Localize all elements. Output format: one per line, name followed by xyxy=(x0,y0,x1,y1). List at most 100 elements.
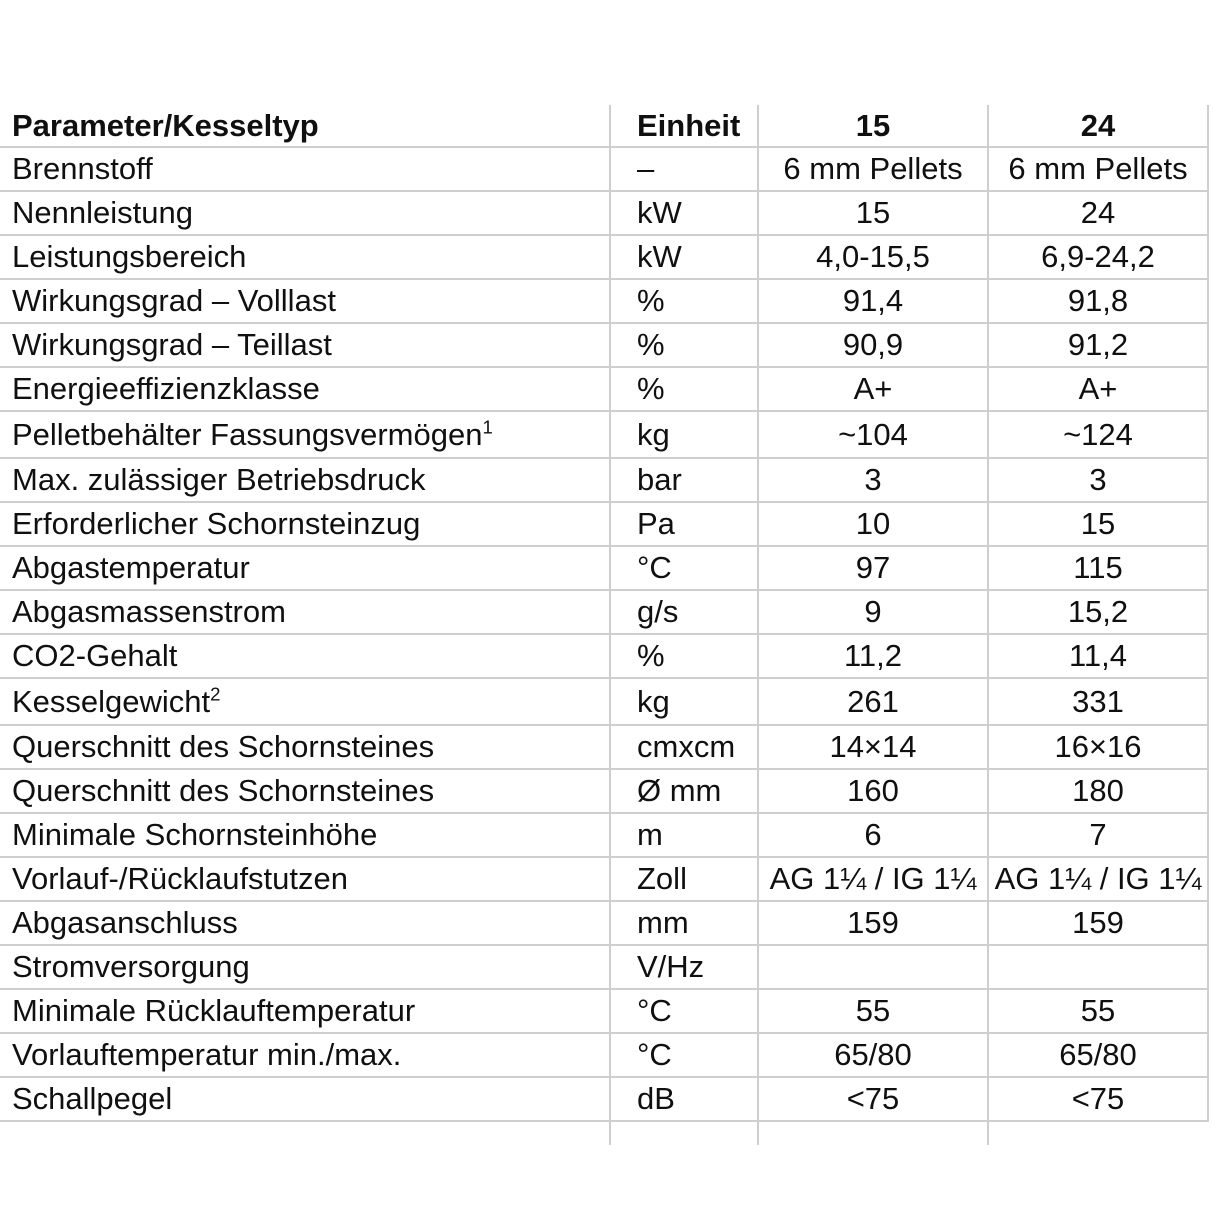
empty-cell xyxy=(988,1121,1208,1145)
unit-cell: kg xyxy=(610,411,759,459)
unit-cell: % xyxy=(610,367,759,412)
param-cell: Minimale Schornsteinhöhe xyxy=(0,813,611,858)
value-cell-15: 15 xyxy=(758,191,989,236)
value-cell-24: 3 xyxy=(988,458,1209,503)
header-model-24: 24 xyxy=(988,105,1209,148)
table-row: Brennstoff –6 mm Pellets 6 mm Pellets xyxy=(0,147,1209,192)
value-cell-15: 65/80 xyxy=(758,1033,989,1078)
value-cell-15: 97 xyxy=(758,546,989,591)
value-cell-24: 65/80 xyxy=(988,1033,1209,1078)
param-cell: Schallpegel xyxy=(0,1077,611,1122)
value-cell-15: AG 1¼ / IG 1¼ xyxy=(758,857,989,902)
value-cell-15: 4,0-15,5 xyxy=(758,235,989,280)
unit-cell: °C xyxy=(610,546,759,591)
unit-cell: dB xyxy=(610,1077,759,1122)
table-row: Abgastemperatur °C 97 115 xyxy=(0,546,1209,591)
param-cell: Querschnitt des Schornsteines xyxy=(0,725,611,770)
param-cell: Wirkungsgrad – Teillast xyxy=(0,323,611,368)
empty-cell xyxy=(610,1121,759,1145)
table-row: Stromversorgung V/Hz xyxy=(0,945,1209,990)
param-cell: Abgasmassenstrom xyxy=(0,590,611,635)
table-row: Kesselgewicht2 kg 261 331 xyxy=(0,678,1209,726)
table-row: Minimale Schornsteinhöhe m 6 7 xyxy=(0,813,1209,858)
table-row: Erforderlicher Schornsteinzug Pa 10 15 xyxy=(0,502,1209,547)
value-cell-15: 55 xyxy=(758,989,989,1034)
unit-cell: – xyxy=(610,147,759,192)
spec-table: Parameter/Kesseltyp Einheit 15 24 Brenns… xyxy=(0,105,1209,1145)
table-row: Vorlauf-/Rücklaufstutzen Zoll AG 1¼ / IG 1… xyxy=(0,857,1209,902)
value-cell-15: 14×14 xyxy=(758,725,989,770)
table-row: Nennleistung kW 15 24 xyxy=(0,191,1209,236)
param-cell: Wirkungsgrad – Volllast xyxy=(0,279,611,324)
unit-cell: cmxcm xyxy=(610,725,759,770)
table-row: Abgasanschluss mm 159 159 xyxy=(0,901,1209,946)
param-cell: Vorlauf-/Rücklaufstutzen xyxy=(0,857,611,902)
param-cell: Abgasanschluss xyxy=(0,901,611,946)
empty-stub-row xyxy=(0,1121,1208,1145)
value-cell-24: 159 xyxy=(988,901,1209,946)
value-cell-24: A+ xyxy=(988,367,1209,412)
param-cell: Nennleistung xyxy=(0,191,611,236)
param-cell: Vorlauftemperatur min./max. xyxy=(0,1033,611,1078)
param-cell: CO2-Gehalt xyxy=(0,634,611,679)
table-row: Minimale Rücklauftemperatur °C 55 55 xyxy=(0,989,1209,1034)
value-cell-24: <75 xyxy=(988,1077,1209,1122)
table-row: Leistungsbereich kW 4,0-15,5 6,9-24,2 xyxy=(0,235,1209,280)
param-cell: Pelletbehälter Fassungsvermögen1 xyxy=(0,411,611,459)
param-cell: Erforderlicher Schornsteinzug xyxy=(0,502,611,547)
header-parameter: Parameter/Kesseltyp xyxy=(0,105,611,148)
value-cell-24: 15,2 xyxy=(988,590,1209,635)
value-cell-24: 6,9-24,2 xyxy=(988,235,1209,280)
spec-table-container: Parameter/Kesseltyp Einheit 15 24 Brenns… xyxy=(0,105,1209,1145)
value-cell-15: 11,2 xyxy=(758,634,989,679)
value-cell-15: 10 xyxy=(758,502,989,547)
value-cell-15: A+ xyxy=(758,367,989,412)
table-row: CO2-Gehalt% 11,2 11,4 xyxy=(0,634,1209,679)
value-cell-15 xyxy=(758,945,989,990)
empty-cell xyxy=(0,1121,611,1145)
value-cell-24: 331 xyxy=(988,678,1209,726)
unit-cell: % xyxy=(610,323,759,368)
footnote-marker: 2 xyxy=(210,683,221,705)
value-cell-24: 55 xyxy=(988,989,1209,1034)
value-cell-15: 159 xyxy=(758,901,989,946)
value-cell-15: 6 mm Pellets xyxy=(758,147,989,192)
unit-cell: Zoll xyxy=(610,857,759,902)
spec-table-header: Parameter/Kesseltyp Einheit 15 24 xyxy=(0,105,1209,148)
param-cell: Minimale Rücklauftemperatur xyxy=(0,989,611,1034)
table-row: Abgasmassenstrom g/s 9 15,2 xyxy=(0,590,1209,635)
header-einheit: Einheit xyxy=(610,105,759,148)
unit-cell: V/Hz xyxy=(610,945,759,990)
value-cell-15: 90,9 xyxy=(758,323,989,368)
unit-cell: Ø mm xyxy=(610,769,759,814)
unit-cell: mm xyxy=(610,901,759,946)
empty-cell xyxy=(758,1121,989,1145)
footnote-marker: 1 xyxy=(482,416,493,438)
unit-cell: °C xyxy=(610,989,759,1034)
unit-cell: g/s xyxy=(610,590,759,635)
value-cell-24: 115 xyxy=(988,546,1209,591)
unit-cell: kW xyxy=(610,191,759,236)
param-cell: Stromversorgung xyxy=(0,945,611,990)
table-row: Vorlauftemperatur min./max. °C 65/80 65/80 xyxy=(0,1033,1209,1078)
header-model-15: 15 xyxy=(758,105,989,148)
value-cell-24: 24 xyxy=(988,191,1209,236)
value-cell-15: 9 xyxy=(758,590,989,635)
table-row: Max. zulässiger Betriebsdruck bar 3 3 xyxy=(0,458,1209,503)
param-cell: Brennstoff xyxy=(0,147,611,192)
value-cell-24: 91,2 xyxy=(988,323,1209,368)
value-cell-24 xyxy=(988,945,1209,990)
table-row: Energieeffizienzklasse% A+ A+ xyxy=(0,367,1209,412)
unit-cell: bar xyxy=(610,458,759,503)
param-cell: Energieeffizienzklasse xyxy=(0,367,611,412)
value-cell-24: AG 1¼ / IG 1¼ xyxy=(988,857,1209,902)
param-cell: Kesselgewicht2 xyxy=(0,678,611,726)
unit-cell: kg xyxy=(610,678,759,726)
table-row: Wirkungsgrad – Teillast% 90,9 91,2 xyxy=(0,323,1209,368)
unit-cell: Pa xyxy=(610,502,759,547)
param-cell: Max. zulässiger Betriebsdruck xyxy=(0,458,611,503)
value-cell-15: <75 xyxy=(758,1077,989,1122)
unit-cell: °C xyxy=(610,1033,759,1078)
value-cell-24: 91,8 xyxy=(988,279,1209,324)
value-cell-15: 6 xyxy=(758,813,989,858)
